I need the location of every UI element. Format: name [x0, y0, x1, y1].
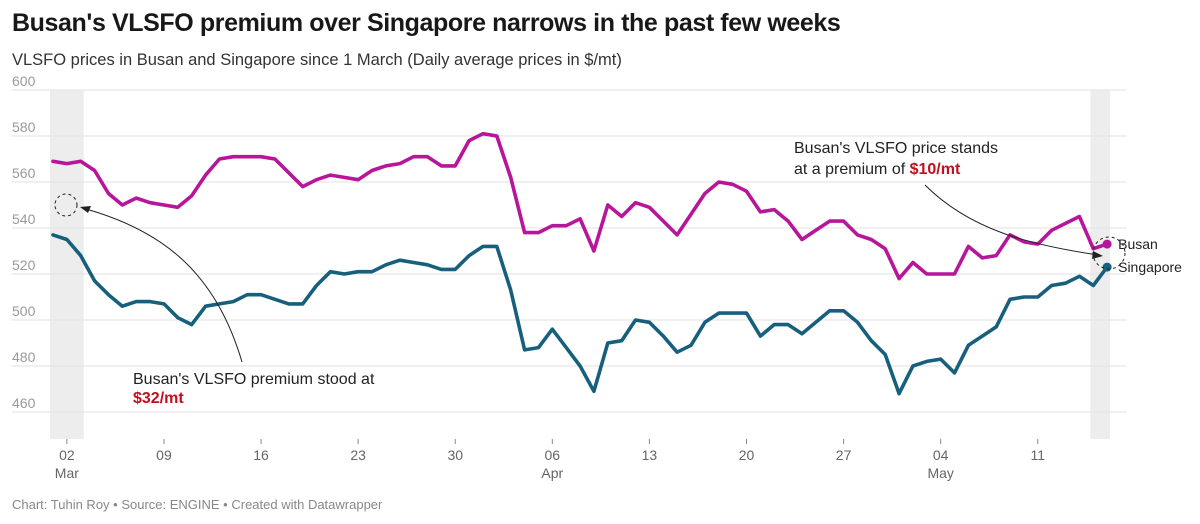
annotation-end-text-line2-prefix: at a premium of [794, 161, 910, 178]
y-tick-label: 500 [12, 303, 36, 319]
x-tick-label: 02 [59, 447, 75, 463]
series-line-singapore [51, 233, 1109, 396]
series-label-busan: Busan [1118, 236, 1158, 252]
y-tick-label: 600 [12, 73, 36, 89]
y-tick-label: 460 [12, 395, 36, 411]
x-tick-label: 20 [739, 447, 755, 463]
chart-title: Busan's VLSFO premium over Singapore nar… [12, 9, 841, 37]
x-tick-label: 13 [642, 447, 658, 463]
annotation-start-value: $32/mt [133, 390, 184, 407]
annotation-end-text-line1: Busan's VLSFO price stands [794, 140, 998, 157]
x-tick-label: 30 [447, 447, 463, 463]
x-tick-month-label: Apr [541, 465, 563, 481]
annotation-circle-start [54, 193, 78, 217]
x-tick-label: 04 [933, 447, 949, 463]
x-tick-label: 09 [156, 447, 172, 463]
x-tick-label: 06 [545, 447, 561, 463]
shaded-range-1 [1090, 90, 1111, 439]
x-tick-label: 27 [836, 447, 852, 463]
annotation-end-value: $10/mt [910, 161, 961, 178]
chart-footer: Chart: Tuhin Roy • Source: ENGINE • Crea… [12, 497, 383, 512]
annotation-arrowhead-end [1092, 251, 1103, 259]
y-tick-label: 520 [12, 257, 36, 273]
series-end-point-singapore [1102, 262, 1112, 272]
annotation-arrow-end [924, 184, 1099, 256]
chart-subtitle: VLSFO prices in Busan and Singapore sinc… [12, 51, 622, 69]
x-tick-month-label: May [927, 465, 953, 481]
x-tick-label: 23 [350, 447, 366, 463]
x-tick-label: 16 [253, 447, 269, 463]
annotation-end-text-line2: at a premium of $10/mt [794, 161, 961, 178]
x-tick-label: 11 [1030, 447, 1045, 463]
y-tick-label: 560 [12, 165, 36, 181]
y-tick-label: 540 [12, 211, 36, 227]
shaded-range-0 [50, 90, 84, 439]
x-tick-month-label: Mar [55, 465, 79, 481]
annotation-start-text: Busan's VLSFO premium stood at [133, 371, 375, 388]
series-end-point-busan [1102, 239, 1112, 249]
series-label-singapore: Singapore [1118, 259, 1182, 275]
series-line-busan [51, 131, 1109, 281]
y-tick-label: 580 [12, 119, 36, 135]
annotation-arrow-start [85, 208, 243, 363]
y-tick-label: 480 [12, 349, 36, 365]
annotation-arrowhead-start [80, 206, 91, 213]
